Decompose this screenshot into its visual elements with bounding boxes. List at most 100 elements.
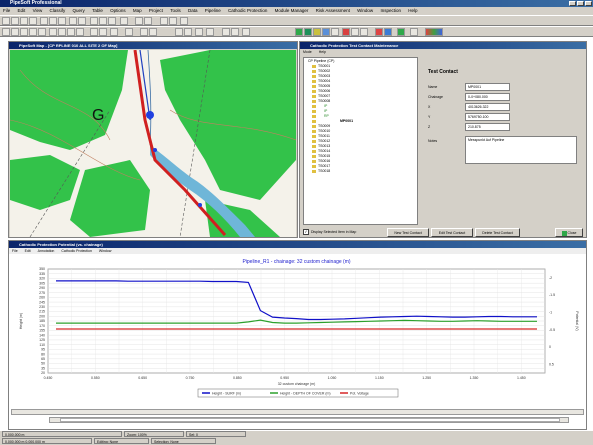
minimize-button[interactable]	[569, 1, 576, 6]
menu-map[interactable]: Map	[132, 8, 142, 13]
tree-item[interactable]: TS0002	[318, 69, 331, 73]
layers-icon[interactable]	[231, 28, 239, 36]
tree-item[interactable]: TS0007	[318, 94, 331, 98]
open-icon[interactable]	[11, 17, 19, 25]
node-icon[interactable]	[99, 28, 107, 36]
tree-item[interactable]: TS0003	[318, 74, 331, 78]
chainage-field[interactable]: 0-0+080.000	[465, 93, 510, 101]
menu-edit[interactable]: Edit	[17, 8, 26, 13]
cp-icon[interactable]	[322, 28, 330, 36]
menu-cathodic-protection[interactable]: Cathodic Protection	[228, 8, 268, 13]
line-icon[interactable]	[67, 28, 75, 36]
zoom-in-icon[interactable]	[20, 28, 28, 36]
zoom-out-icon[interactable]	[29, 28, 37, 36]
paste-icon[interactable]	[58, 17, 66, 25]
tree-item[interactable]: TS0010	[318, 129, 331, 133]
menu-module-manager[interactable]: Module Manager	[274, 8, 309, 13]
alarm-icon[interactable]	[342, 28, 350, 36]
measure-icon[interactable]	[351, 28, 359, 36]
name-field[interactable]: MP0001	[465, 83, 510, 91]
marker-icon[interactable]	[313, 28, 321, 36]
profile-chart[interactable]: Pipeline_R1 - chainage: 32 custom chaina…	[10, 255, 585, 407]
chart-menu-annotation[interactable]: Annotation	[37, 249, 55, 253]
text-icon[interactable]	[125, 28, 133, 36]
arc-icon[interactable]	[110, 28, 118, 36]
cut-icon[interactable]	[40, 17, 48, 25]
z-field[interactable]: 210.875	[465, 123, 510, 131]
redo-icon[interactable]	[78, 17, 86, 25]
copy-icon[interactable]	[49, 17, 57, 25]
info-icon[interactable]	[11, 28, 19, 36]
settings-icon[interactable]	[160, 17, 168, 25]
tree-item[interactable]: RP	[324, 114, 329, 118]
chart-menu-window[interactable]: Window	[98, 249, 112, 253]
tree-item-selected[interactable]: MP0001	[340, 119, 354, 123]
notes-field[interactable]: Messpunkt Auf Pipeline	[465, 136, 577, 164]
chart-menu-file[interactable]: File	[12, 249, 18, 253]
tree-item[interactable]: TS0009	[318, 124, 331, 128]
menu-classify[interactable]: Classify	[49, 8, 66, 13]
ok-icon[interactable]	[397, 28, 405, 36]
menu-options[interactable]: Options	[110, 8, 126, 13]
grid-snap-icon[interactable]	[175, 28, 183, 36]
x-field[interactable]: 4013626.322	[465, 103, 510, 111]
chart-menu-cathodic[interactable]: Cathodic Protection	[61, 249, 92, 253]
query-icon[interactable]	[108, 17, 116, 25]
print-icon[interactable]	[29, 17, 37, 25]
tree-item[interactable]: TS0011	[318, 134, 330, 138]
table-icon[interactable]	[99, 17, 107, 25]
close-window-button[interactable]: Close	[555, 228, 583, 237]
undo-icon[interactable]	[69, 17, 77, 25]
tree-item[interactable]: TS0005	[318, 84, 331, 88]
pan-icon[interactable]	[38, 28, 46, 36]
edit-test-contact-button[interactable]: Edit Test Contact	[431, 228, 473, 237]
chart-hscrollbar[interactable]	[11, 409, 584, 415]
tree-item[interactable]: TS0001	[318, 64, 331, 68]
tree-root[interactable]: CP Pipeline (CP)	[308, 59, 335, 63]
ruler-icon[interactable]	[58, 28, 66, 36]
tree-item[interactable]: TS0008	[318, 99, 331, 103]
chart-range-scrollbar[interactable]	[49, 417, 569, 423]
pipeline-teal-icon[interactable]	[304, 28, 312, 36]
menu-query[interactable]: Query	[72, 8, 85, 13]
menu-data[interactable]: Data	[187, 8, 198, 13]
menu-pipeline[interactable]: Pipeline	[204, 8, 221, 13]
maximize-button[interactable]	[577, 1, 584, 6]
pipeline-green-icon[interactable]	[295, 28, 303, 36]
palette-icon[interactable]	[425, 28, 443, 36]
tree-item[interactable]: TS0012	[318, 139, 331, 143]
magnify-icon[interactable]	[184, 28, 192, 36]
new-test-contact-button[interactable]: New Test Contact	[387, 228, 429, 237]
stop-icon[interactable]	[375, 28, 383, 36]
chart-icon[interactable]	[135, 17, 143, 25]
color-icon[interactable]	[242, 28, 250, 36]
new-icon[interactable]	[2, 17, 10, 25]
menu-help-sub[interactable]: Help	[318, 50, 326, 54]
tree-item[interactable]: TS0016	[318, 159, 331, 163]
display-in-map-checkbox[interactable]: ✓	[303, 229, 309, 235]
label-icon[interactable]	[49, 28, 57, 36]
tree-item[interactable]: IP	[324, 104, 328, 108]
tree-item[interactable]: TS0004	[318, 79, 331, 83]
menu-inspection[interactable]: Inspection	[380, 8, 401, 13]
symbol-icon[interactable]	[90, 28, 98, 36]
close-button[interactable]	[585, 1, 592, 6]
map-canvas[interactable]: G	[10, 50, 296, 237]
menu-risk-assessment[interactable]: Risk Assessment	[315, 8, 350, 13]
layer-icon[interactable]	[90, 17, 98, 25]
legend-icon[interactable]	[149, 28, 157, 36]
y-field[interactable]: 5769750.100	[465, 113, 510, 121]
scroll-thumb[interactable]	[60, 418, 560, 422]
tree-item[interactable]: TS0013	[318, 144, 331, 148]
chart-menu-edit[interactable]: Edit	[24, 249, 31, 253]
help-icon[interactable]	[120, 17, 128, 25]
info-i-icon[interactable]	[410, 28, 418, 36]
save-icon[interactable]	[20, 17, 28, 25]
menu-project[interactable]: Project	[148, 8, 163, 13]
window-icon[interactable]	[195, 28, 203, 36]
map-icon[interactable]	[222, 28, 230, 36]
export-icon[interactable]	[206, 28, 214, 36]
select-arrow-icon[interactable]	[2, 28, 10, 36]
report-icon[interactable]	[144, 17, 152, 25]
menu-window[interactable]: Window	[357, 8, 374, 13]
